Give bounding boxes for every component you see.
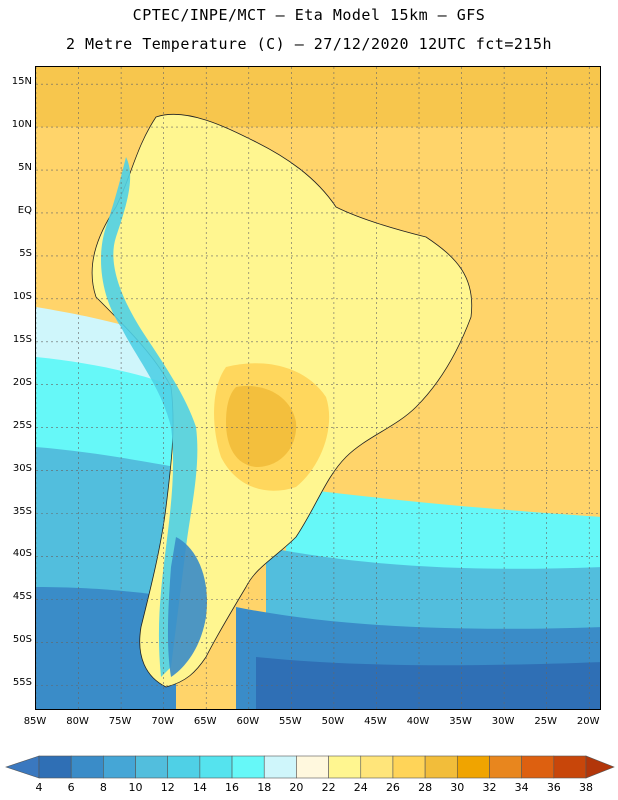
lat-label: 45S <box>12 591 32 603</box>
colorbar-label: 26 <box>385 781 400 794</box>
colorbar-segment <box>553 755 587 779</box>
lon-label: 50W <box>321 716 345 727</box>
lon-label: 85W <box>23 716 47 727</box>
lon-label: 75W <box>108 716 132 727</box>
colorbar-label: 4 <box>35 781 43 794</box>
colorbar <box>5 755 615 779</box>
colorbar-segment <box>489 755 522 779</box>
lon-label: 40W <box>406 716 430 727</box>
colorbar-label: 20 <box>289 781 304 794</box>
colorbar-segment <box>360 755 394 779</box>
lon-label: 35W <box>449 716 472 727</box>
map-canvas <box>36 67 600 709</box>
colorbar-segment <box>38 755 72 779</box>
patagonia-cold <box>167 537 207 677</box>
lon-label: 45W <box>364 716 387 727</box>
colorbar-label: 14 <box>192 781 207 794</box>
colorbar-segment <box>167 755 201 779</box>
colorbar-label: 32 <box>482 781 497 794</box>
lat-label: EQ <box>17 204 32 216</box>
graticule <box>36 67 600 709</box>
lat-label: 20S <box>12 376 32 388</box>
colorbar-label: 30 <box>450 781 465 794</box>
pacific-band-8 <box>36 587 176 709</box>
lat-label: 15S <box>12 333 32 345</box>
lat-label: 55S <box>12 677 32 689</box>
lon-label: 55W <box>279 716 302 727</box>
caribbean-warm <box>36 67 600 127</box>
lat-label: 40S <box>12 548 32 560</box>
colorbar-segment <box>199 755 233 779</box>
colorbar-segment <box>135 755 169 779</box>
lon-label: 20W <box>576 716 600 727</box>
lat-label: 15N <box>11 76 32 88</box>
lat-label: 5N <box>18 162 32 174</box>
colorbar-label: 6 <box>67 781 75 794</box>
colorbar-label: 18 <box>257 781 272 794</box>
colorbar-segment <box>296 755 329 779</box>
andes <box>101 157 198 677</box>
colorbar-segment <box>328 755 362 779</box>
colorbar-label: 16 <box>225 781 240 794</box>
colorbar-label: 28 <box>418 781 433 794</box>
lon-label: 30W <box>491 716 515 727</box>
colorbar-label: 24 <box>353 781 368 794</box>
colorbar-segment <box>231 755 265 779</box>
colorbar-arrow-left <box>5 755 40 779</box>
lat-label: 50S <box>12 634 32 646</box>
title-line-2: 2 Metre Temperature (C) – 27/12/2020 12U… <box>65 35 553 53</box>
lon-label: 25W <box>534 716 557 727</box>
colorbar-segment <box>263 755 297 779</box>
colorbar-segment <box>70 755 104 779</box>
lon-label: 80W <box>66 716 89 727</box>
colorbar-label: 36 <box>546 781 561 794</box>
lat-label: 35S <box>12 505 32 517</box>
colorbar-label: 8 <box>99 781 107 794</box>
colorbar-label: 10 <box>128 781 143 794</box>
lat-label: 10S <box>12 290 32 302</box>
lat-label: 5S <box>19 247 32 259</box>
lon-label: 70W <box>151 716 174 727</box>
colorbar-segment <box>103 755 136 779</box>
colorbar-label: 38 <box>579 781 593 794</box>
hot-spot <box>226 386 297 467</box>
colorbar-segment <box>456 755 490 779</box>
atlantic-band-6 <box>256 657 600 709</box>
colorbar-segment <box>521 755 555 779</box>
temperature-map[interactable] <box>35 66 601 710</box>
lat-label: 30S <box>12 462 32 474</box>
lon-label: 60W <box>236 716 260 727</box>
lat-label: 25S <box>12 419 32 431</box>
colorbar-arrow-right <box>585 755 615 779</box>
colorbar-label: 22 <box>321 781 336 794</box>
colorbar-segment <box>424 755 458 779</box>
lon-label: 65W <box>193 716 217 727</box>
title-line-1: CPTEC/INPE/MCT – Eta Model 15km – GFS <box>132 6 486 24</box>
colorbar-label: 34 <box>514 781 529 794</box>
lat-label: 10N <box>11 119 32 131</box>
colorbar-segment <box>392 755 426 779</box>
colorbar-label: 12 <box>160 781 175 794</box>
